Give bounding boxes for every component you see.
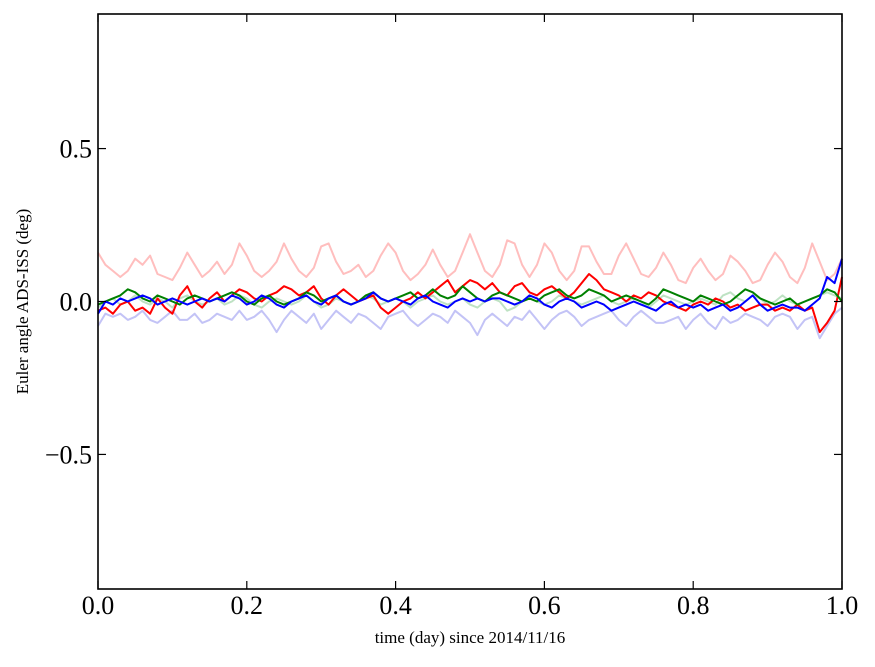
x-tick-label: 0.6 [528, 591, 561, 620]
series-layer [97, 233, 843, 340]
series-line-4 [97, 273, 843, 334]
x-tick-label: 0.2 [231, 591, 264, 620]
series-line-5 [97, 285, 843, 306]
x-axis-title: time (day) since 2014/11/16 [375, 628, 566, 647]
series-line-6 [97, 258, 843, 315]
x-tick-label: 1.0 [826, 591, 859, 620]
y-tick-label: −0.5 [45, 440, 92, 469]
series-line-3 [97, 306, 843, 340]
x-tick-label: 0.0 [82, 591, 115, 620]
series-line-1 [97, 233, 843, 285]
y-axis-title: Euler angle ADS-ISS (deg) [13, 209, 32, 395]
x-tick-label: 0.4 [379, 591, 412, 620]
x-tick-label: 0.8 [677, 591, 710, 620]
y-tick-label: 0.0 [60, 288, 93, 317]
y-tick-label: 0.5 [60, 135, 93, 164]
tick-layer: 0.0 0.2 0.4 0.6 0.8 1.0 −0.5 0.0 0.5 [45, 14, 858, 620]
